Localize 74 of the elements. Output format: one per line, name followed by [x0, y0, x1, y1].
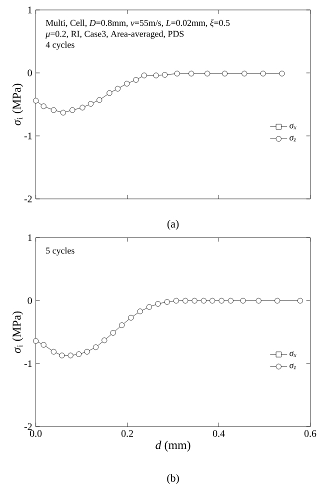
legend-label: σ$_{z}$ — [290, 363, 296, 370]
y-tick-label: 1 — [28, 234, 32, 241]
y-tick-label: -1 — [24, 360, 32, 367]
legend-label: σ$_{x}$ — [290, 351, 296, 358]
text: (b) — [167, 474, 179, 484]
point — [32, 338, 39, 344]
y-axis-title: σ$_{i}$ (MPa) — [12, 311, 24, 354]
point — [59, 352, 65, 358]
point — [50, 107, 56, 113]
y-tick-label: -2 — [24, 423, 32, 430]
legend-label: σ$_{x}$ — [290, 124, 296, 130]
x-tick-label: 0.6 — [304, 430, 316, 437]
point — [124, 80, 130, 86]
point — [68, 352, 74, 358]
point — [274, 298, 280, 304]
y-axis-title: σ$_{i}$ (MPa) — [12, 84, 24, 126]
point — [260, 70, 266, 76]
point — [92, 344, 98, 350]
point — [162, 72, 168, 78]
point — [222, 70, 228, 76]
point — [182, 298, 188, 304]
point — [218, 298, 224, 304]
point — [32, 98, 39, 104]
point — [70, 107, 76, 113]
point — [128, 314, 134, 320]
point — [133, 77, 139, 83]
point — [279, 70, 285, 76]
y-tick-label: 0 — [28, 297, 32, 304]
y-tick-label: 1 — [28, 6, 32, 14]
point — [188, 70, 194, 76]
point — [228, 298, 234, 304]
point — [240, 298, 246, 304]
x-tick-label: 0.0 — [30, 430, 42, 437]
point — [146, 304, 152, 310]
point — [50, 348, 56, 354]
point — [141, 72, 147, 78]
point — [242, 70, 248, 76]
point — [297, 298, 303, 304]
point — [60, 110, 66, 116]
point — [88, 101, 94, 107]
x-tick-label: 0.2 — [121, 430, 133, 437]
point — [76, 351, 82, 357]
point — [40, 342, 46, 348]
legend-label: σ$_{z}$ — [290, 136, 296, 142]
point — [102, 338, 108, 344]
point — [40, 104, 46, 110]
point — [110, 330, 116, 336]
annotation: 4 cycles — [46, 42, 74, 50]
point — [106, 90, 112, 96]
point — [84, 348, 90, 354]
y-tick-label: -1 — [24, 132, 32, 140]
point — [173, 298, 179, 304]
point — [114, 86, 120, 92]
y-tick-label: -2 — [24, 196, 32, 202]
point — [164, 299, 170, 305]
point — [118, 322, 125, 328]
point — [200, 298, 206, 304]
annotation: μ=0.2, RI, Case3, Area-averaged, PDS — [46, 30, 184, 39]
point — [153, 72, 159, 78]
y-tick-label: 0 — [28, 70, 32, 76]
point — [80, 104, 86, 110]
point — [204, 70, 210, 76]
point — [256, 298, 262, 304]
point — [174, 70, 180, 76]
point — [155, 301, 161, 307]
annotation: 5 cycles — [46, 247, 74, 256]
point — [210, 298, 216, 304]
point — [192, 298, 198, 304]
point — [137, 308, 143, 314]
x-axis-title: d (mm) — [156, 440, 190, 452]
x-tick-label: 0.4 — [212, 430, 225, 437]
point — [96, 97, 102, 103]
text: (a) — [167, 220, 179, 230]
text: Multi, Cell, D=0.8mm, v=55m/s, L=0.02mm, ξ=0.5 — [46, 20, 230, 28]
